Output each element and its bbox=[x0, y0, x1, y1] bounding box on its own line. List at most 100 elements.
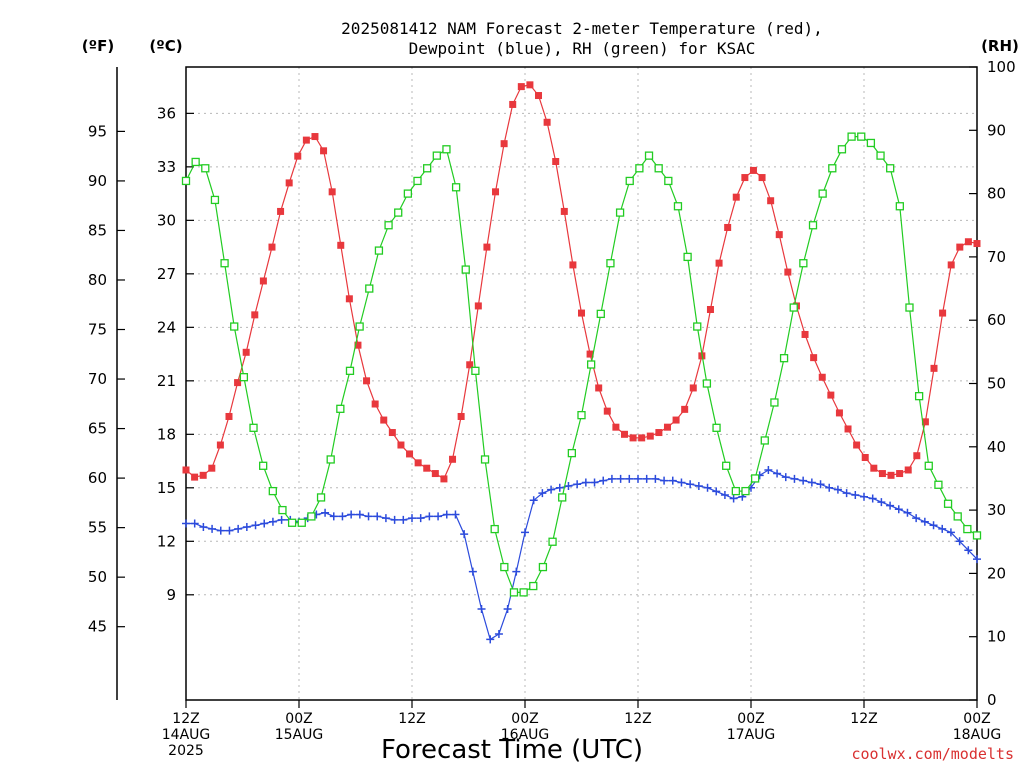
rh-tick-label: 20 bbox=[987, 564, 1006, 582]
data-point bbox=[509, 100, 517, 108]
celsius-tick-label: 9 bbox=[166, 586, 176, 604]
rh-tick-label: 80 bbox=[987, 185, 1006, 203]
celsius-tick-label: 15 bbox=[157, 479, 176, 497]
data-point bbox=[828, 164, 837, 173]
celsius-tick-label: 27 bbox=[157, 265, 176, 283]
data-point bbox=[371, 400, 379, 408]
data-point bbox=[947, 261, 955, 269]
data-point bbox=[578, 309, 585, 317]
celsius-tick-label: 24 bbox=[157, 318, 176, 336]
data-point bbox=[784, 268, 792, 276]
data-point bbox=[242, 348, 250, 356]
data-point bbox=[225, 526, 234, 535]
data-point bbox=[842, 489, 851, 498]
data-point bbox=[607, 474, 616, 483]
data-point bbox=[860, 492, 868, 501]
data-point bbox=[251, 311, 259, 319]
data-point bbox=[555, 483, 564, 492]
x-tick-label: 15AUG bbox=[275, 727, 324, 743]
data-point bbox=[373, 512, 382, 521]
data-series bbox=[181, 81, 982, 644]
data-point bbox=[847, 132, 856, 141]
chart-title-line-1: 2025081412 NAM Forecast 2-meter Temperat… bbox=[341, 19, 823, 38]
data-point bbox=[866, 138, 876, 148]
data-point bbox=[230, 322, 239, 331]
x-axis-label: Forecast Time (UTC) bbox=[381, 735, 643, 765]
data-point bbox=[321, 508, 330, 517]
data-point bbox=[750, 474, 760, 483]
data-point bbox=[199, 523, 208, 532]
data-point bbox=[529, 496, 538, 505]
rh-tick-label: 40 bbox=[987, 438, 1006, 456]
data-point bbox=[837, 145, 847, 154]
data-point bbox=[380, 416, 388, 424]
data-point bbox=[326, 455, 335, 464]
data-point bbox=[603, 407, 611, 415]
data-point bbox=[471, 366, 480, 375]
data-point bbox=[249, 423, 258, 432]
data-point bbox=[683, 252, 692, 262]
data-point bbox=[297, 518, 306, 527]
celsius-tick-label: 21 bbox=[157, 372, 176, 390]
data-point bbox=[503, 605, 512, 614]
data-point bbox=[930, 364, 938, 372]
data-point bbox=[442, 510, 451, 519]
data-point bbox=[810, 354, 818, 362]
data-point bbox=[638, 434, 646, 442]
data-point bbox=[442, 145, 451, 154]
data-point bbox=[560, 207, 568, 215]
data-point bbox=[686, 480, 695, 489]
data-point bbox=[399, 515, 408, 524]
data-point bbox=[731, 486, 740, 496]
data-point bbox=[758, 174, 766, 182]
rh-tick-label: 0 bbox=[987, 691, 997, 709]
data-point bbox=[403, 189, 413, 198]
data-point bbox=[512, 567, 521, 576]
data-point bbox=[381, 514, 390, 523]
data-point bbox=[929, 521, 938, 530]
data-point bbox=[664, 176, 673, 186]
data-point bbox=[320, 147, 328, 155]
celsius-tick-label: 18 bbox=[157, 425, 176, 443]
celsius-tick-label: 33 bbox=[157, 158, 176, 176]
data-point bbox=[277, 207, 285, 215]
data-point bbox=[878, 470, 886, 478]
data-point bbox=[182, 466, 190, 474]
data-point bbox=[789, 303, 798, 312]
data-point bbox=[973, 240, 981, 248]
data-point bbox=[894, 505, 903, 514]
data-point bbox=[672, 416, 680, 424]
data-point bbox=[425, 512, 434, 521]
data-point bbox=[201, 164, 210, 173]
data-point bbox=[720, 490, 729, 499]
data-point bbox=[260, 519, 269, 528]
fahrenheit-tick-label: 80 bbox=[88, 271, 107, 289]
data-point bbox=[712, 487, 721, 496]
data-point bbox=[190, 519, 199, 528]
data-point bbox=[886, 164, 895, 173]
data-point bbox=[500, 562, 509, 572]
x-tick-label: 12Z bbox=[398, 711, 425, 727]
data-point bbox=[181, 176, 191, 186]
x-tick-label: 16AUG bbox=[501, 727, 550, 743]
data-point bbox=[581, 478, 590, 487]
data-point bbox=[529, 581, 538, 591]
data-point bbox=[208, 524, 217, 533]
data-point bbox=[434, 512, 443, 521]
data-point bbox=[483, 243, 491, 251]
data-point bbox=[384, 221, 393, 230]
data-point bbox=[408, 514, 416, 523]
celsius-tick-label: 30 bbox=[157, 211, 176, 229]
data-point bbox=[268, 517, 277, 526]
data-point bbox=[625, 176, 634, 186]
data-point bbox=[220, 259, 229, 268]
data-point bbox=[569, 261, 577, 269]
data-point bbox=[234, 524, 243, 533]
data-point bbox=[818, 373, 826, 381]
data-point bbox=[629, 434, 637, 442]
data-point bbox=[285, 179, 293, 187]
data-point bbox=[612, 423, 620, 431]
data-point bbox=[208, 464, 216, 472]
fahrenheit-tick-label: 95 bbox=[88, 122, 107, 140]
